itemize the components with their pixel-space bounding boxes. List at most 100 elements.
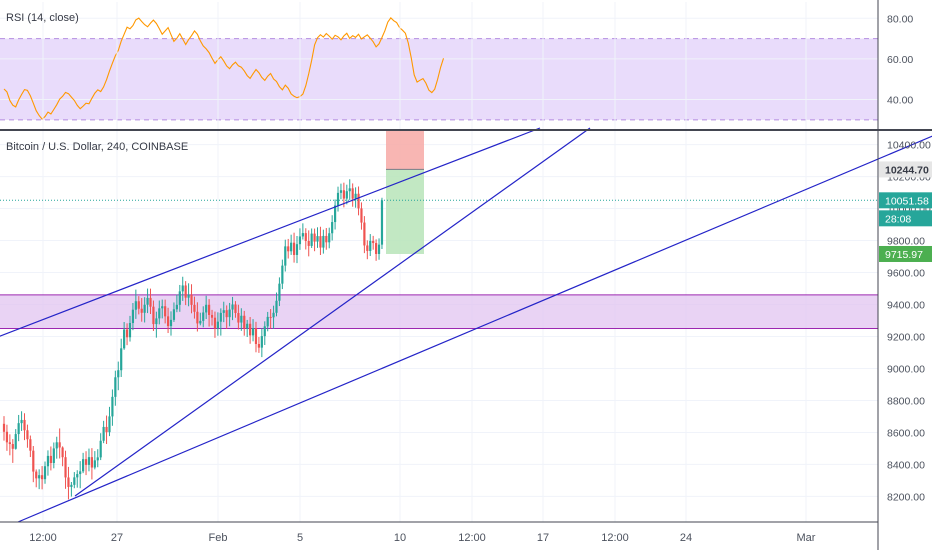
- candle-body: [208, 304, 211, 315]
- candle-body: [172, 309, 176, 320]
- candle-body: [257, 344, 261, 348]
- time-tick-label: 5: [297, 532, 303, 544]
- candle-body: [360, 208, 363, 223]
- candle-body: [123, 329, 126, 349]
- candle-body: [301, 233, 304, 237]
- candle-body: [304, 233, 307, 241]
- candle-body: [222, 310, 225, 313]
- candle-body: [375, 243, 378, 254]
- candle-body: [164, 306, 167, 317]
- candle-body: [38, 475, 41, 479]
- candle-body: [58, 442, 61, 448]
- price-tick-label: 9400.00: [887, 300, 925, 312]
- price-tick-label: 8400.00: [887, 459, 925, 471]
- candle-body: [307, 240, 310, 246]
- candle-body: [49, 455, 52, 464]
- candle-body: [251, 328, 255, 336]
- rsi-tick-label: 80.00: [887, 13, 913, 25]
- candle-body: [342, 190, 345, 199]
- candle-body: [20, 419, 23, 424]
- candle-body: [345, 191, 348, 199]
- candle-body: [161, 306, 164, 309]
- candle-body: [99, 440, 102, 458]
- price-tick-label: 9600.00: [887, 268, 925, 280]
- candle-body: [5, 431, 9, 443]
- candle-body: [155, 318, 158, 325]
- candle-body: [193, 304, 196, 312]
- candle-body: [82, 459, 85, 472]
- candle-body: [281, 265, 284, 284]
- candle-body: [336, 192, 340, 206]
- candle-body: [73, 477, 76, 485]
- price-tick-label: 8600.00: [887, 427, 925, 439]
- candle-body: [2, 423, 6, 432]
- time-tick-label: Mar: [797, 532, 816, 544]
- candle-body: [210, 314, 214, 318]
- candle-body: [87, 457, 91, 465]
- candle-body: [366, 245, 369, 251]
- rsi-line: [3, 17, 445, 120]
- rsi-tick-label: 40.00: [887, 95, 913, 107]
- price-tick-label: 8200.00: [887, 491, 925, 503]
- candle-body: [40, 475, 44, 480]
- candle-body: [64, 457, 67, 478]
- candle-body: [152, 306, 155, 325]
- candle-body: [184, 285, 187, 298]
- candle-body: [266, 316, 269, 327]
- candle-body: [284, 246, 287, 266]
- trendline-1: [0, 127, 541, 337]
- position-price-tag: 10244.70: [885, 164, 929, 176]
- candle-body: [254, 328, 258, 345]
- candle-body: [246, 323, 249, 329]
- time-tick-label: 24: [680, 532, 692, 544]
- candle-body: [313, 233, 316, 242]
- candle-body: [181, 285, 184, 292]
- candle-body: [43, 466, 47, 480]
- resistance-zone: [0, 294, 878, 329]
- candle-body: [372, 240, 375, 244]
- trendline-3: [17, 135, 932, 523]
- candle-body: [275, 300, 278, 313]
- candle-body: [377, 244, 381, 254]
- candle-body: [143, 304, 146, 313]
- candle-body: [287, 246, 290, 252]
- candle-body: [339, 190, 343, 193]
- candle-body: [111, 396, 114, 417]
- candle-body: [35, 471, 38, 479]
- candle-body: [196, 311, 199, 324]
- candle-body: [190, 294, 193, 305]
- candle-body: [29, 439, 32, 451]
- candle-body: [228, 309, 231, 318]
- time-tick-label: 12:00: [29, 532, 57, 544]
- candle-body: [225, 310, 228, 318]
- target-price-tag-bg: [879, 245, 932, 262]
- candle-body: [128, 323, 132, 338]
- candle-body: [108, 416, 111, 433]
- candle-body: [205, 304, 208, 313]
- candle-body: [348, 188, 351, 192]
- candle-body: [8, 442, 11, 445]
- candle-body: [114, 377, 117, 397]
- candle-body: [263, 326, 266, 337]
- candle-body: [117, 370, 120, 378]
- candle-body: [79, 471, 82, 475]
- bar-countdown-tag: 28:08: [885, 213, 911, 225]
- trendline-2: [74, 127, 591, 497]
- candle-body: [231, 304, 234, 310]
- candle-body: [354, 193, 357, 199]
- candle-body: [272, 312, 275, 318]
- candle-body: [319, 236, 322, 248]
- candle-body: [310, 233, 313, 246]
- candle-body: [76, 474, 79, 478]
- take-profit-box: [386, 169, 424, 254]
- panel-divider: [0, 129, 932, 131]
- candle-body: [140, 308, 143, 313]
- candle-body: [137, 301, 140, 309]
- price-tick-label: 8800.00: [887, 395, 925, 407]
- rsi-band: [0, 38, 878, 120]
- candle-body: [46, 455, 50, 467]
- price-title: Bitcoin / U.S. Dollar, 240, COINBASE: [6, 141, 188, 153]
- bar-countdown-tag-bg: [879, 210, 932, 227]
- candle-body: [357, 193, 360, 209]
